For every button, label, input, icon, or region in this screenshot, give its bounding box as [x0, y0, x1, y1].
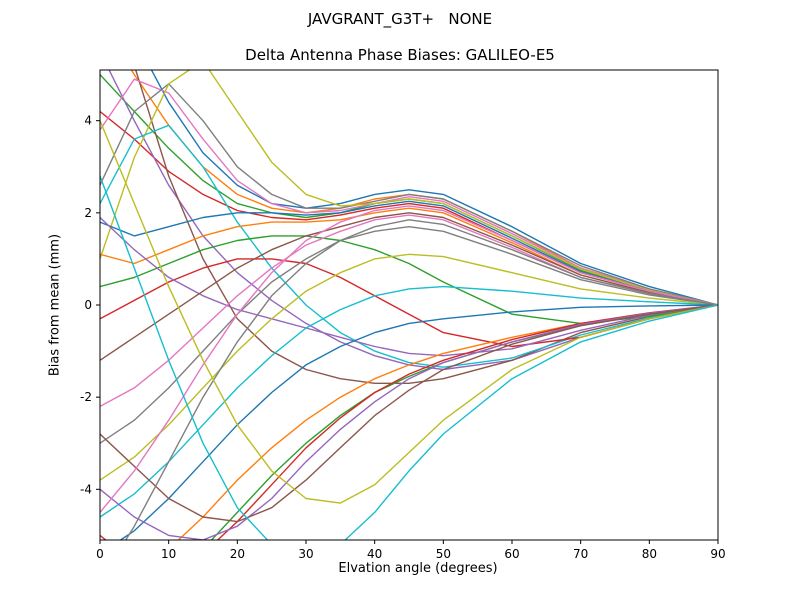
- series-line-14: [100, 258, 718, 348]
- axes-spines: [99, 69, 719, 541]
- series-line-06: [134, 70, 718, 384]
- x-tick-label: 50: [436, 547, 451, 561]
- series-line-10: [100, 124, 718, 368]
- x-tick-label: 70: [573, 547, 588, 561]
- y-tick-label: 2: [84, 206, 92, 220]
- series-line-28: [124, 219, 718, 540]
- chart-title: Delta Antenna Phase Biases: GALILEO-E5: [245, 46, 555, 64]
- series-line-16: [100, 212, 718, 361]
- series-group: [100, 70, 718, 540]
- figure-suptitle: JAVGRANT_G3T+ NONE: [307, 10, 493, 28]
- series-line-07: [100, 78, 718, 306]
- series-line-26: [100, 304, 718, 523]
- y-tick-label: -4: [80, 482, 92, 496]
- series-line-08: [100, 83, 718, 306]
- series-line-17: [100, 214, 718, 408]
- x-tick-label: 60: [504, 547, 519, 561]
- series-line-22: [177, 304, 718, 540]
- series-line-19: [100, 253, 718, 481]
- series-line-25: [100, 304, 718, 540]
- y-tick-label: -2: [80, 390, 92, 404]
- series-line-12: [100, 207, 718, 306]
- series-line-02: [130, 70, 718, 306]
- x-tick-label: 0: [96, 547, 104, 561]
- x-tick-label: 40: [367, 547, 382, 561]
- x-tick-label: 30: [298, 547, 313, 561]
- series-line-13: [100, 235, 718, 325]
- series-line-20: [100, 285, 718, 518]
- series-line-01: [150, 70, 718, 306]
- series-line-23: [210, 304, 718, 540]
- x-tick-label: 10: [161, 547, 176, 561]
- y-tick-label: 4: [84, 114, 92, 128]
- x-tick-label: 20: [230, 547, 245, 561]
- series-line-24: [100, 304, 718, 540]
- x-axis-label: Elvation angle (degrees): [338, 561, 498, 576]
- series-line-11: [100, 200, 718, 306]
- x-tick-label: 80: [642, 547, 657, 561]
- y-axis-label: Bias from mean (mm): [47, 233, 63, 377]
- series-line-27: [100, 205, 718, 514]
- series-line-30: [100, 175, 718, 540]
- y-tick-label: 0: [84, 298, 92, 312]
- series-line-21: [119, 304, 718, 540]
- series-line-15: [100, 216, 718, 357]
- series-line-29: [100, 119, 718, 504]
- series-line-09: [100, 70, 718, 306]
- x-tick-label: 90: [710, 547, 725, 561]
- series-line-18: [100, 225, 718, 444]
